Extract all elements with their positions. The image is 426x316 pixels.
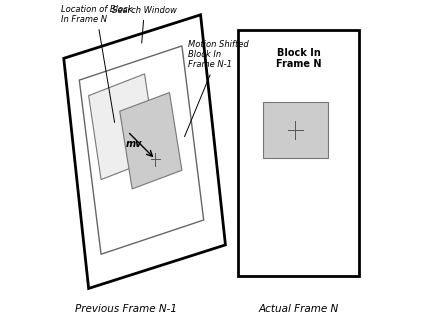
Text: Previous Frame N-1: Previous Frame N-1 (75, 304, 177, 314)
Text: Block In
Frame N: Block In Frame N (276, 47, 321, 69)
Text: Actual Frame N: Actual Frame N (259, 304, 339, 314)
Text: Location of Block
In Frame N: Location of Block In Frame N (60, 5, 132, 122)
Polygon shape (79, 46, 204, 254)
Polygon shape (120, 93, 182, 189)
Polygon shape (89, 74, 157, 179)
Polygon shape (64, 15, 225, 289)
Polygon shape (263, 102, 328, 158)
Text: mv: mv (126, 139, 142, 149)
Polygon shape (238, 30, 359, 276)
Text: Search Window: Search Window (112, 6, 177, 43)
Text: Motion Shifted
Block In
Frame N-1: Motion Shifted Block In Frame N-1 (184, 40, 249, 137)
